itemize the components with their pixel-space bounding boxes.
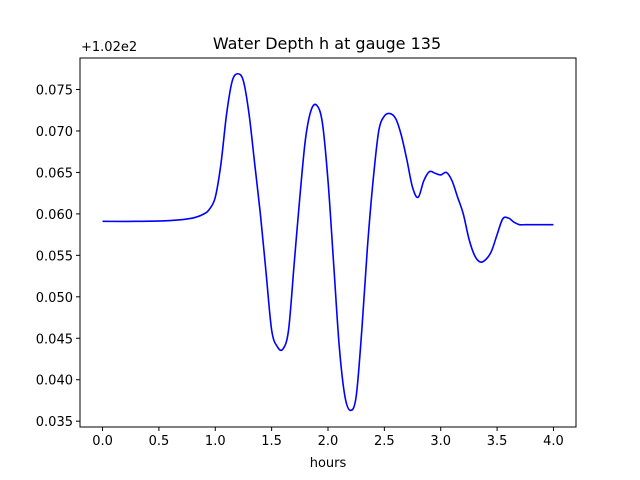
y-tick-label: 0.060: [36, 208, 73, 223]
x-tick-label: 1.5: [261, 434, 282, 449]
y-axis-ticks: 0.035 0.040 0.045 0.050 0.055 0.060 0.065 0.070…: [36, 84, 80, 430]
chart-title: Water Depth h at gauge 135: [213, 34, 441, 53]
x-tick-label: 3.0: [430, 434, 451, 449]
series-line: [102, 72, 554, 412]
x-axis-label: hours: [310, 456, 347, 471]
x-tick-label: 4.0: [543, 434, 564, 449]
x-tick-label: 2.5: [374, 434, 395, 449]
y-tick-label: 0.075: [36, 84, 73, 99]
y-offset-label: +1.02e2: [81, 40, 137, 55]
y-tick-label: 0.035: [36, 415, 73, 430]
x-tick-label: 2.0: [318, 434, 339, 449]
x-tick-label: 0.0: [92, 434, 113, 449]
x-tick-label: 0.5: [149, 434, 170, 449]
x-axis-ticks: 0.0 0.5 1.0 1.5 2.0 2.5 3.0 3.5 4.0: [92, 427, 564, 449]
x-tick-label: 3.5: [487, 434, 508, 449]
x-tick-label: 1.0: [205, 434, 226, 449]
y-tick-label: 0.040: [36, 374, 73, 389]
plot-area: [102, 72, 554, 412]
y-tick-label: 0.050: [36, 291, 73, 306]
y-tick-label: 0.065: [36, 166, 73, 181]
plot-frame: [79, 57, 577, 428]
y-tick-label: 0.055: [36, 249, 73, 264]
y-tick-label: 0.070: [36, 125, 73, 140]
y-tick-label: 0.045: [36, 332, 73, 347]
